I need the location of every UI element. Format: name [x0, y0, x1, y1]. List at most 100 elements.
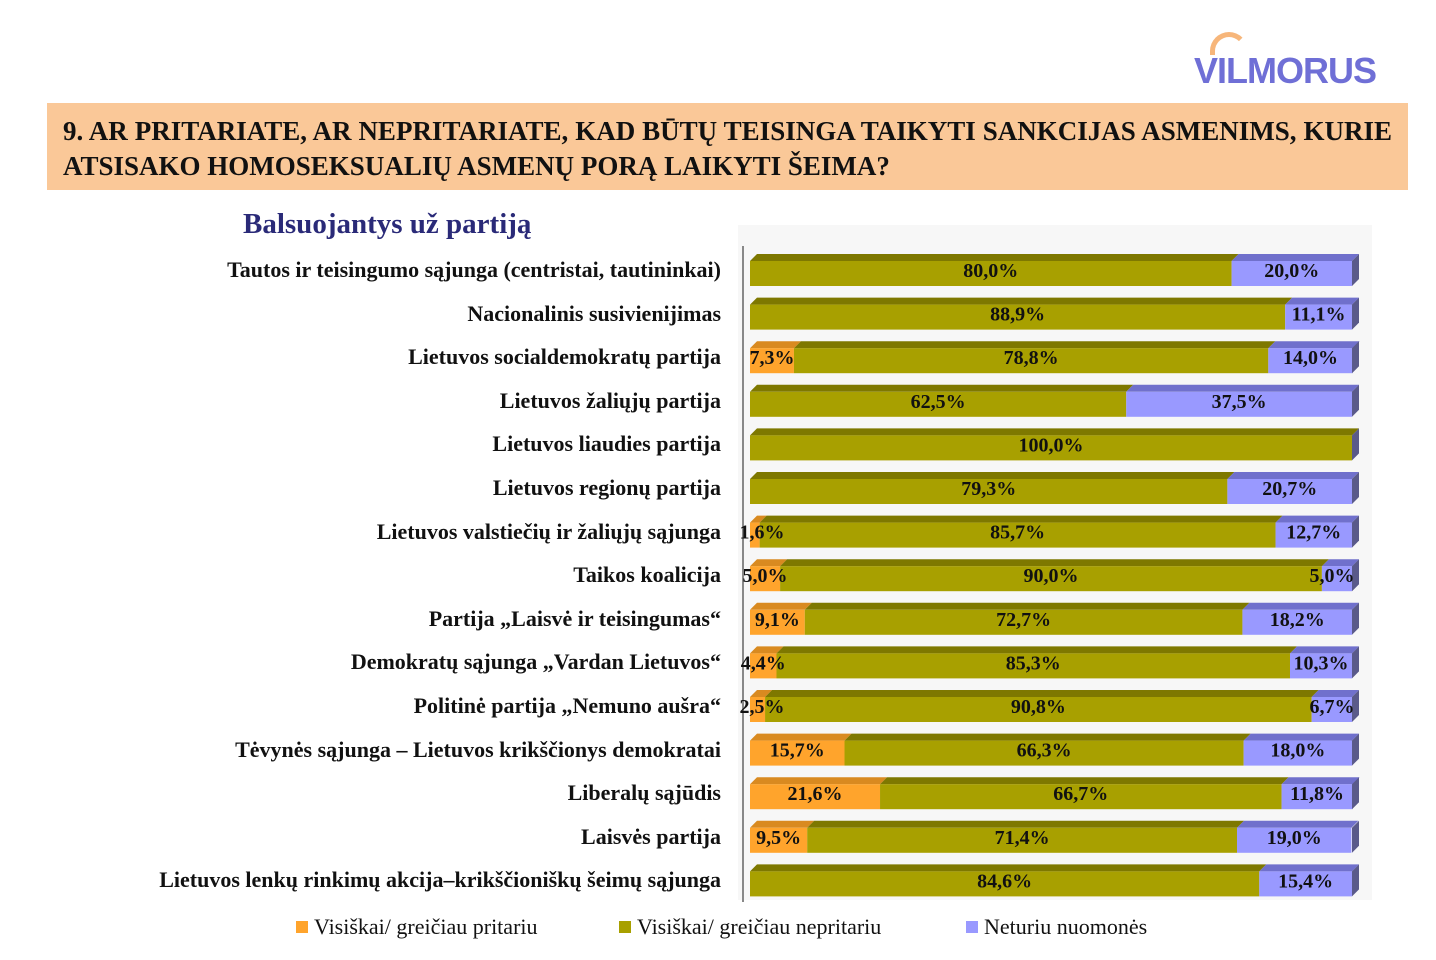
category-label: Lietuvos liaudies partija: [492, 431, 721, 457]
bar-top-face: [750, 341, 801, 349]
bar-top-face: [1268, 341, 1360, 349]
bar-top-face: [750, 602, 812, 610]
category-label: Partija „Laisvė ir teisingumas“: [428, 605, 721, 631]
bar-top-face: [1289, 646, 1359, 654]
category-label: Lietuvos regionų partija: [492, 475, 721, 500]
data-label: 84,6%: [977, 870, 1032, 892]
bar-segment: [1275, 522, 1352, 548]
data-label: 12,7%: [1286, 522, 1341, 544]
bar-top-face: [765, 690, 1319, 697]
data-label: 9,5%: [756, 827, 801, 849]
bar-segment: [793, 348, 1269, 374]
bar-top-face: [1126, 384, 1359, 392]
bar-top-face: [1237, 820, 1359, 828]
data-label: 21,6%: [788, 783, 843, 805]
data-label: 37,5%: [1212, 391, 1267, 413]
bar-top-face: [750, 472, 1235, 479]
data-label: 2,5%: [740, 696, 785, 718]
category-label: Lietuvos lenkų rinkimų akcija–krikščioni…: [159, 867, 721, 893]
bar-top-face: [1227, 472, 1359, 479]
bar-side-face: [1352, 690, 1359, 722]
data-label: 72,7%: [996, 609, 1051, 631]
data-label: 7,3%: [749, 347, 794, 369]
category-label: Lietuvos valstiečių ir žaliųjų sąjunga: [376, 518, 721, 544]
data-label: 20,7%: [1262, 478, 1317, 500]
bar-top-face: [1259, 864, 1359, 872]
legend-swatch: [966, 921, 978, 933]
bar-segment: [1259, 871, 1352, 897]
data-label: 19,0%: [1267, 827, 1322, 849]
bar-top-face: [750, 254, 1239, 261]
category-label: Laisvės partija: [581, 823, 721, 849]
data-label: 79,3%: [961, 478, 1016, 500]
bar-segment: [1268, 348, 1353, 374]
data-label: 85,7%: [990, 522, 1045, 544]
bar-top-face: [750, 820, 815, 828]
bar-segment: [750, 653, 777, 679]
legend-item: Visiškai/ greičiau nepritariu: [619, 914, 881, 940]
bar-segment: [750, 697, 766, 722]
data-label: 18,2%: [1270, 609, 1325, 631]
bar-top-face: [844, 733, 1251, 741]
data-label: 11,8%: [1290, 783, 1344, 805]
data-label: 5,0%: [1310, 565, 1355, 587]
data-label: 78,8%: [1004, 347, 1059, 369]
data-label: 1,6%: [740, 522, 785, 544]
bar-side-face: [1352, 384, 1359, 417]
bar-side-face: [1352, 428, 1359, 461]
bar-top-face: [1231, 254, 1359, 261]
bar-top-face: [1321, 559, 1359, 567]
bar-top-face: [750, 864, 1267, 872]
question-title: 9. AR PRITARIATE, AR NEPRITARIATE, KAD B…: [47, 103, 1408, 190]
bar-segment: [1237, 827, 1352, 853]
legend-swatch: [619, 921, 631, 933]
bar-segment: [750, 609, 805, 635]
data-label: 88,9%: [990, 304, 1045, 326]
vilmorus-logo: VILMORUS: [1192, 30, 1402, 91]
bar-top-face: [750, 428, 1359, 436]
bar-top-face: [1275, 515, 1359, 523]
bar-side-face: [1352, 820, 1359, 853]
data-label: 66,7%: [1053, 783, 1108, 805]
data-label: 6,7%: [1310, 696, 1355, 718]
data-label: 90,0%: [1024, 565, 1079, 587]
category-label: Taikos koalicija: [573, 562, 721, 588]
bar-segment: [1281, 784, 1353, 810]
bar-segment: [880, 784, 1282, 810]
category-label: Demokratų sąjunga „Vardan Lietuvos“: [350, 649, 721, 675]
bar-top-face: [1243, 733, 1359, 741]
bar-side-face: [1352, 602, 1359, 635]
bar-top-face: [750, 646, 784, 654]
bar-side-face: [1352, 777, 1359, 810]
data-label: 62,5%: [911, 391, 966, 413]
category-label: Politinė partija „Nemuno aušra“: [413, 693, 721, 718]
bar-side-face: [1352, 864, 1359, 897]
data-label: 85,3%: [1006, 652, 1061, 674]
category-label: Lietuvos žaliųjų partija: [499, 387, 721, 413]
data-label: 4,4%: [741, 652, 786, 674]
bar-segment: [1227, 479, 1352, 504]
category-label: Liberalų sąjūdis: [567, 780, 721, 806]
bar-top-face: [750, 515, 767, 523]
legend-label: Visiškai/ greičiau nepritariu: [637, 914, 882, 939]
bar-top-face: [750, 559, 788, 567]
data-label: 80,0%: [963, 260, 1018, 282]
bar-top-face: [759, 515, 1283, 523]
bar-top-face: [804, 602, 1250, 610]
bar-segment: [750, 348, 794, 374]
bar-top-face: [750, 777, 888, 785]
legend-swatch: [296, 921, 308, 933]
bar-segment: [780, 566, 1322, 592]
bar-top-face: [1311, 690, 1359, 697]
bar-side-face: [1352, 472, 1359, 504]
data-label: 100,0%: [1019, 434, 1084, 456]
data-label: 18,0%: [1270, 740, 1325, 762]
data-label: 11,1%: [1292, 304, 1346, 326]
bar-segment: [1285, 304, 1352, 330]
bar-segment: [807, 827, 1238, 853]
bar-side-face: [1352, 515, 1359, 548]
bar-segment: [1231, 261, 1352, 286]
bar-side-face: [1352, 297, 1359, 330]
category-label: Tėvynės sąjunga – Lietuvos krikščionys d…: [235, 736, 721, 762]
